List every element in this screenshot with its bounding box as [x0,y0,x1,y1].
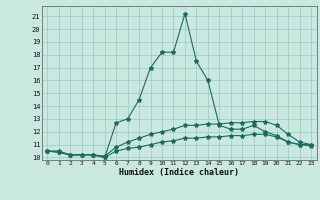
X-axis label: Humidex (Indice chaleur): Humidex (Indice chaleur) [119,168,239,177]
